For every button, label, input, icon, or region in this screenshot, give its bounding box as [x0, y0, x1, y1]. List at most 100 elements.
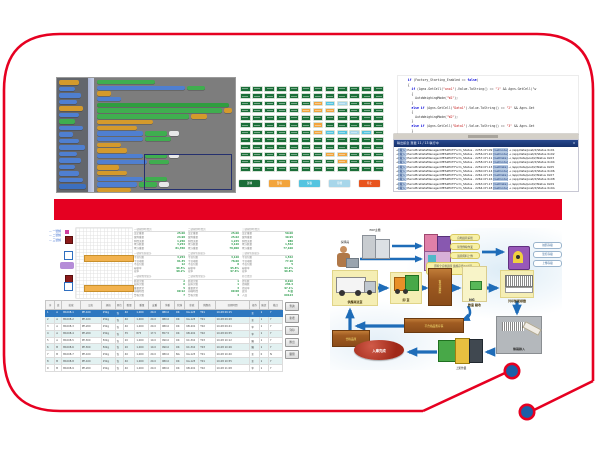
- palette-block: [59, 177, 83, 182]
- table-cell: 25kg: [100, 329, 116, 338]
- monitor-value: 1,250: [177, 239, 185, 243]
- scan-node: 條碼錄入: [496, 316, 542, 354]
- table-cell: PE-100: [79, 357, 102, 366]
- log-line: →[載入] PwcsMcsDataManager.MES2PCF.Form_St…: [396, 181, 555, 186]
- monitor-row: 瞬間流量 1,250: [134, 240, 185, 244]
- monitor-label: 瞬間流量: [242, 239, 253, 243]
- status-cell: [240, 166, 251, 172]
- block-row: [97, 188, 232, 192]
- status-cell: [252, 129, 263, 136]
- monitor-data-groups: 一號線即時資訊 設定重量 25.00 實際重量 24.98 瞬間流量 1,250 累計數量 3,…: [134, 228, 293, 298]
- monitor-group-title: 一號線異常統計: [134, 275, 185, 280]
- status-cell: [373, 166, 384, 172]
- status-cell: [264, 93, 275, 99]
- status-cell: [312, 115, 324, 121]
- monitor-row: 不良包數 12: [134, 263, 185, 267]
- table-header-cell: 皮重: [148, 300, 161, 310]
- table-cell: 980.0: [159, 322, 175, 331]
- table-cell: KA-123: [184, 309, 200, 317]
- table-cell: 50kg: [100, 336, 116, 345]
- monitor-label: 人員: [242, 293, 248, 297]
- table-cell: N: [267, 350, 284, 359]
- table-side-button: 匯出: [285, 338, 299, 347]
- status-cell: [337, 122, 348, 128]
- status-legend: 運轉 警報 保養 待機 停止: [239, 180, 380, 188]
- status-cell: [349, 115, 360, 121]
- status-cell: [373, 136, 384, 143]
- status-cell: [373, 158, 384, 165]
- monitor-row: 稼動率 94.2%: [242, 267, 293, 271]
- monitor-row: 累計重量 81,350: [134, 247, 185, 251]
- table-cell: A: [54, 322, 63, 331]
- block-row: [97, 91, 232, 96]
- monitor-row: 累計重量 78,000: [188, 247, 239, 251]
- status-cell: [337, 144, 348, 150]
- monitor-label: 斷袋次數: [188, 279, 199, 283]
- block-row: [97, 159, 232, 165]
- status-cell: [361, 122, 372, 128]
- monitor-row: 今日噸數 81.35: [134, 260, 185, 264]
- status-cell: [240, 151, 251, 158]
- machine-icon-1: [65, 236, 73, 244]
- table-row: 4 A B1008-4 PE-200 25kg 包 35 875 17.5 857.5 OK KB-2…: [44, 329, 284, 338]
- status-cell: [312, 136, 324, 143]
- monitor-label: 斷袋次數: [134, 279, 145, 283]
- monitor-row: 缺料次數 1: [188, 283, 239, 287]
- log-line: →[載入] PwcsMcsDataManager.MES2PCF.Form_St…: [396, 168, 555, 173]
- status-cell: [288, 100, 300, 107]
- monitor-value: 77.10: [285, 259, 293, 263]
- table-cell: KB-201: [184, 364, 200, 373]
- block-row: [97, 171, 232, 176]
- status-cell: [373, 122, 384, 128]
- palette-block: [59, 138, 79, 143]
- table-row: 3 A B1008-3 PE-200 25kg 包 40 1,000 20.0 980.0 OK KB…: [44, 322, 284, 331]
- erp-machine: [362, 233, 390, 259]
- monitor-label: 總包數: [242, 279, 250, 283]
- table-cell: 25kg: [100, 315, 116, 324]
- monitor-group-title: 一號線包裝統計: [134, 252, 185, 257]
- blockly-scrollbar: [88, 78, 94, 192]
- table-cell: 10.0: [148, 336, 161, 345]
- code-block: [169, 131, 179, 136]
- horizontal-scrollbar: [394, 134, 578, 139]
- monitor-label: 累計重量: [188, 246, 199, 250]
- monitor-row: 效率 96.8%: [242, 270, 293, 274]
- code-block: [97, 142, 121, 147]
- status-cell: [324, 136, 336, 143]
- monitor-row: 稼動率 96.5%: [134, 267, 185, 271]
- status-cell: [276, 100, 287, 107]
- monitor-value: 1: [237, 283, 239, 287]
- line-legend: — 一號線 — 二號線 — 三號線: [49, 229, 61, 242]
- table-cell: B: [54, 343, 63, 352]
- monitor-value: 00:08: [231, 290, 239, 294]
- monitor-label: 缺料次數: [134, 283, 145, 287]
- table-cell: 875: [134, 329, 150, 338]
- monitor-value: 25.02: [231, 235, 239, 239]
- table-cell: PE-100: [79, 315, 102, 324]
- table-row: 5 A B1008-5 PP-300 50kg 包 20 1,000 10.0 990.0 OK KC…: [44, 336, 284, 345]
- monitor-value: 236.4: [285, 283, 293, 287]
- monitor-row: 總包數 8,916: [242, 280, 293, 284]
- table-cell: 9: [44, 364, 56, 373]
- monitor-value: 3,120: [231, 243, 239, 247]
- status-cell: [324, 107, 336, 114]
- table-cell: 5: [44, 336, 56, 345]
- monitor-value: 77,100: [283, 246, 293, 250]
- monitor-value: 49.95: [285, 235, 293, 239]
- status-cell: [240, 158, 251, 165]
- palette-block: [59, 93, 81, 98]
- status-cell: [264, 166, 275, 172]
- block-row: [97, 108, 232, 113]
- table-cell: OK: [173, 329, 186, 338]
- monitor-value: 1: [237, 279, 239, 283]
- status-cell: [324, 151, 336, 158]
- status-cell: [312, 122, 324, 128]
- palette-block: [59, 125, 83, 130]
- table-cell: Y: [267, 315, 284, 324]
- monitor-group-title: 二號線包裝統計: [188, 252, 239, 257]
- monitor-label: 設定重量: [188, 232, 199, 236]
- code-block: [224, 108, 232, 113]
- table-header-cell: 重量: [134, 300, 150, 310]
- status-cell: [276, 107, 287, 114]
